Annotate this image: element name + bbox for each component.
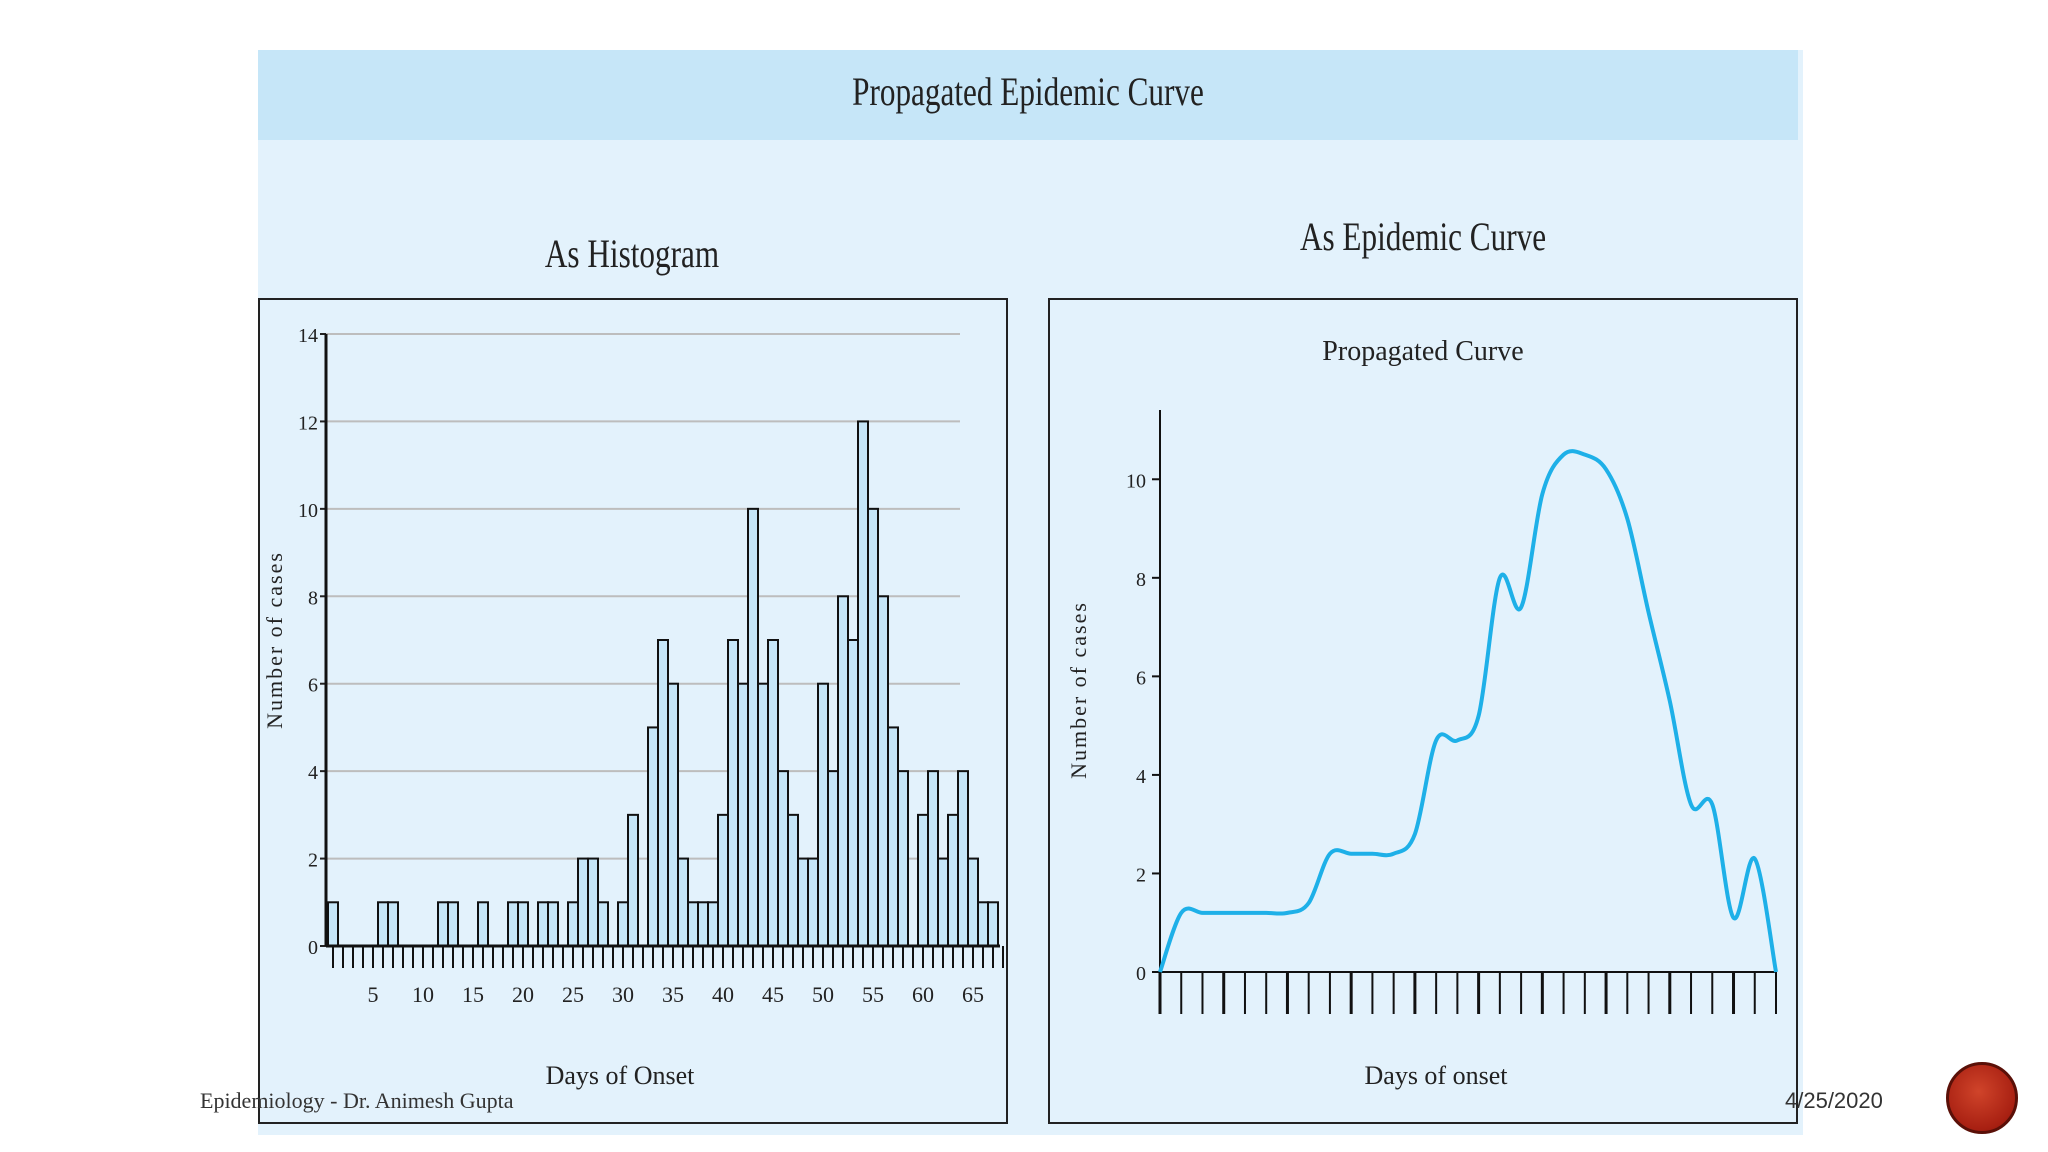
red-circle-logo-icon [1946,1062,2018,1134]
histogram-bar [587,857,599,947]
histogram-bar [647,726,659,947]
figure-title: Propagated Epidemic Curve [852,69,1204,114]
histogram-bar [847,639,859,947]
histogram-bar [477,901,489,947]
histogram-bar [377,901,389,947]
x-tick-label: 55 [862,982,884,1007]
x-axis-label: Days of Onset [546,1061,696,1090]
y-tick-label: 14 [298,325,318,347]
y-tick-label: 6 [1136,667,1146,689]
histogram-bar [687,901,699,947]
histogram-bar [917,813,929,947]
histogram-bar [567,901,579,947]
x-tick-label: 20 [512,982,534,1007]
histogram-bar [617,901,629,947]
epidemic-curve-title: As Epidemic Curve [1299,214,1547,259]
x-tick-label: 40 [712,982,734,1007]
x-axis-label: Days of onset [1365,1061,1509,1090]
figure: Propagated Epidemic Curve As Histogram A… [258,50,1803,1135]
histogram-bar [947,813,959,947]
x-tick-label: 5 [368,982,379,1007]
histogram-bar [927,770,939,947]
histogram-bar [987,901,999,947]
x-tick-label: 35 [662,982,684,1007]
histogram-bar [327,901,339,947]
y-tick-label: 0 [1136,963,1146,985]
histogram-bar [957,770,969,947]
histogram-bar [767,639,779,947]
footer-date: 4/25/2020 [1785,1088,1883,1113]
x-tick-label: 25 [562,982,584,1007]
histogram-bar [547,901,559,947]
y-tick-label: 2 [308,850,318,872]
histogram-panel: 02468101214510152025303540455055606570Da… [258,298,1054,1124]
histogram-bar [737,682,749,947]
y-tick-label: 2 [1136,864,1146,886]
y-tick-label: 8 [1136,569,1146,591]
histogram-bar [797,857,809,947]
histogram-bar [447,901,459,947]
histogram-bar [727,639,739,947]
footer-author: Epidemiology - Dr. Animesh Gupta [200,1088,514,1113]
y-tick-label: 10 [1126,470,1146,492]
histogram-bar [657,639,669,947]
y-tick-label: 0 [308,937,318,959]
histogram-bar [387,901,399,947]
x-tick-label: 65 [962,982,984,1007]
histogram-bar [887,726,899,947]
histogram-title: As Histogram [544,231,720,276]
y-tick-label: 10 [298,500,318,522]
histogram-bar [897,770,909,947]
histogram-bar [537,901,549,947]
histogram-bar [967,857,979,947]
histogram-bar [857,420,869,947]
y-tick-label: 12 [298,412,318,434]
histogram-bar [877,595,889,947]
histogram-bar [817,682,829,947]
histogram-bar [977,901,989,947]
histogram-bar [577,857,589,947]
y-tick-label: 4 [308,762,318,784]
histogram-bar [627,813,639,947]
epidemic-curve-line [1158,449,1778,973]
histogram-bar [827,770,839,947]
histogram-bar [837,595,849,947]
histogram-bar [867,507,879,947]
histogram-bar [807,857,819,947]
histogram-bar [937,857,949,947]
epidemic-curve-panel: Propagated Curve 0 2 4 6 8 10 Days of onset Numb… [1048,298,1798,1124]
y-tick-label: 8 [308,587,318,609]
x-tick-label: 60 [912,982,934,1007]
histogram-bar [667,682,679,947]
y-axis-label: Number of cases [1066,601,1091,779]
histogram-bar [747,507,759,947]
title-band [258,50,1798,140]
curve-subtitle: Propagated Curve [1322,336,1523,367]
x-tick-label: 15 [462,982,484,1007]
histogram-bar [787,813,799,947]
histogram-bar [757,682,769,947]
histogram-bar [717,813,729,947]
x-tick-label: 45 [762,982,784,1007]
histogram-bar [697,901,709,947]
histogram-bar [507,901,519,947]
y-tick-label: 6 [308,675,318,697]
x-tick-label: 10 [412,982,434,1007]
x-tick-label: 50 [812,982,834,1007]
epidemic-curve-chart: Propagated Curve 0 2 4 6 8 10 Days of onset Numb… [1066,336,1778,1090]
histogram-bar [677,857,689,947]
histogram-bar [597,901,609,947]
y-axis-label: Number of cases [262,551,287,729]
histogram-chart: 02468101214510152025303540455055606570Da… [262,325,1054,1090]
y-tick-label: 4 [1136,766,1146,788]
histogram-bar [777,770,789,947]
histogram-bar [437,901,449,947]
x-tick-label: 30 [612,982,634,1007]
histogram-bar [707,901,719,947]
histogram-bar [517,901,529,947]
